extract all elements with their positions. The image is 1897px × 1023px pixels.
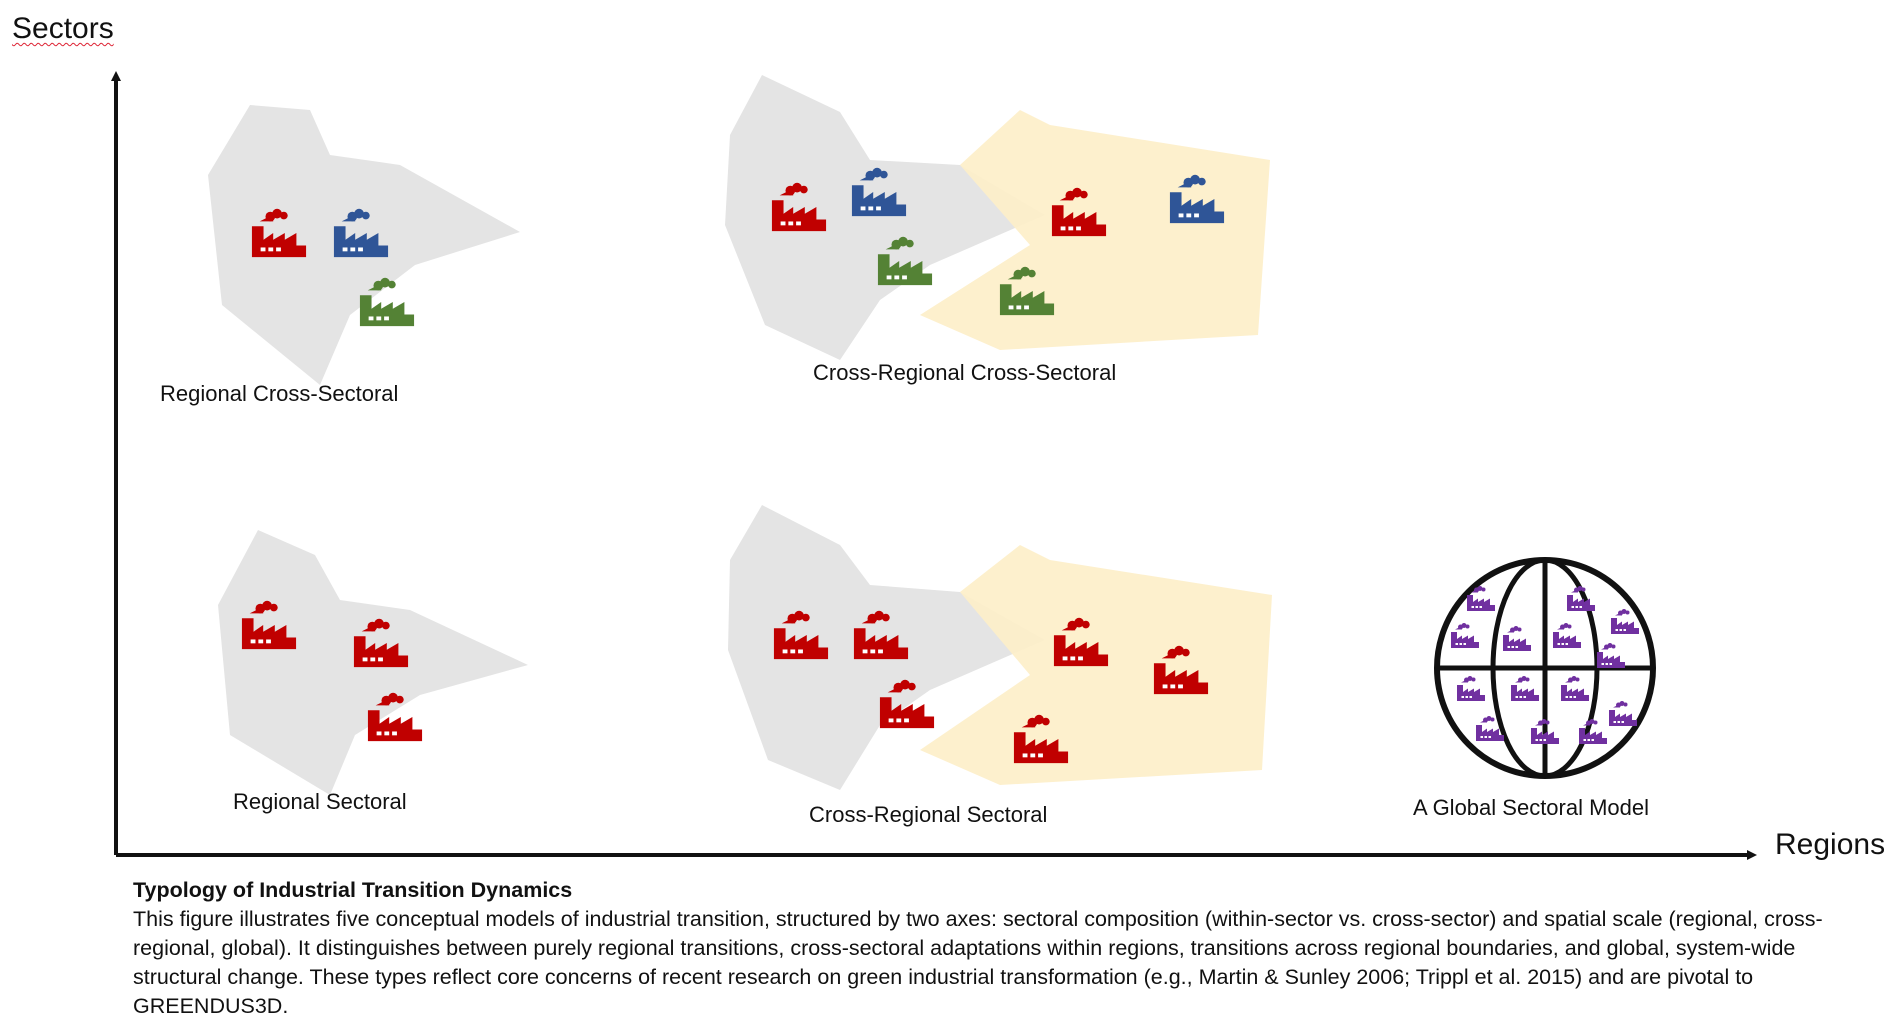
label-regional-cross-sectoral: Regional Cross-Sectoral	[160, 381, 399, 406]
label-global-sectoral-model: A Global Sectoral Model	[1413, 795, 1650, 820]
region-shape-a	[725, 75, 1045, 360]
label-regional-sectoral: Regional Sectoral	[233, 789, 407, 814]
caption-body: This figure illustrates five conceptual …	[133, 907, 1823, 1018]
panel-regional-cross-sectoral	[208, 105, 520, 385]
panel-cross-regional-cross-sectoral	[725, 75, 1270, 360]
figure-caption: Typology of Industrial Transition Dynami…	[133, 876, 1873, 1021]
panel-regional-sectoral	[218, 530, 528, 795]
panel-cross-regional-sectoral	[728, 505, 1272, 790]
label-cross-regional-cross-sectoral: Cross-Regional Cross-Sectoral	[813, 360, 1117, 385]
x-axis-title: Regions	[1775, 828, 1886, 861]
y-axis-title: Sectors	[12, 12, 114, 45]
label-cross-regional-sectoral: Cross-Regional Sectoral	[809, 802, 1048, 827]
caption-title: Typology of Industrial Transition Dynami…	[133, 878, 573, 902]
globe-icon	[1434, 557, 1656, 779]
